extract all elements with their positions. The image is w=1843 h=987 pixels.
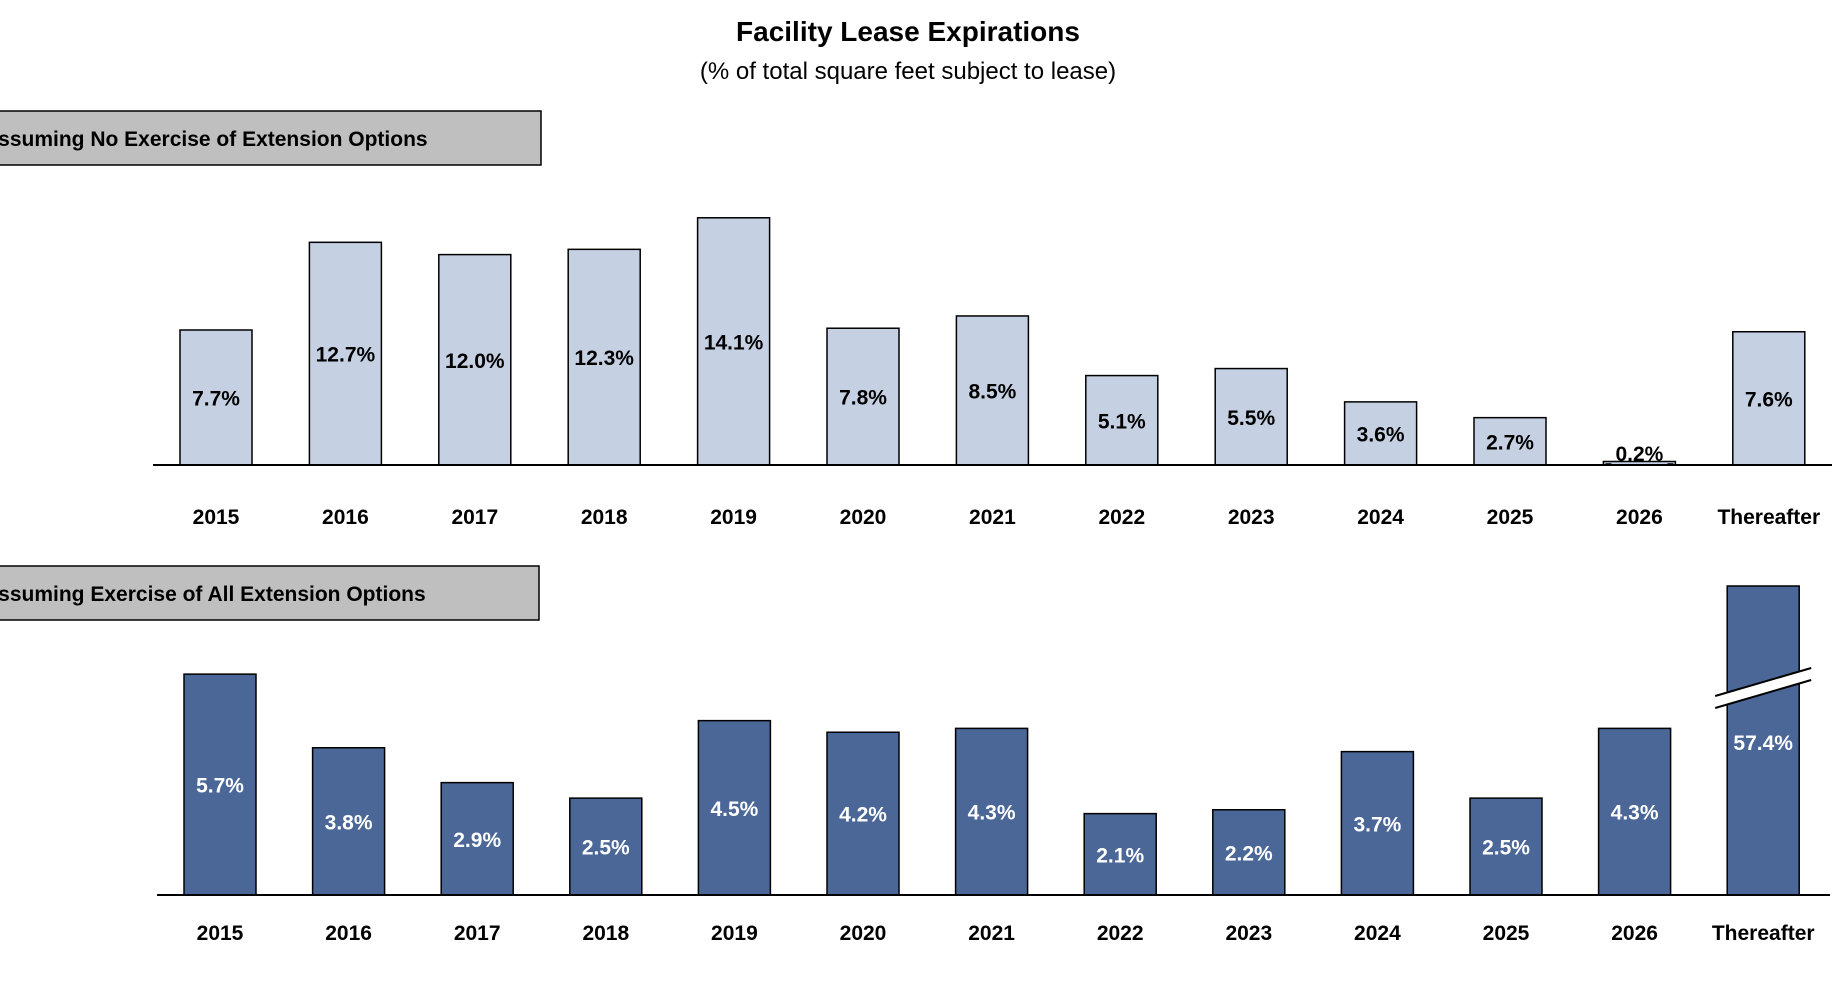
x-tick-2020: 2020 bbox=[840, 506, 887, 529]
data-label-thereafter: 57.4% bbox=[1733, 732, 1793, 755]
x-ticks-all-extension: 2015 2016 2017 2018 2019 2020 2021 2022 2023 2024… bbox=[197, 922, 1815, 945]
data-label-2021: 8.5% bbox=[968, 380, 1016, 403]
bar-2018 bbox=[567, 248, 641, 466]
bar-thereafter bbox=[1726, 585, 1800, 896]
bar-2020 bbox=[826, 327, 900, 466]
x-tick-2026: 2026 bbox=[1616, 506, 1663, 529]
bar-2015 bbox=[183, 673, 257, 896]
bar-2023 bbox=[1212, 809, 1286, 896]
x-tick-2022: 2022 bbox=[1098, 506, 1145, 529]
data-label-2015: 5.7% bbox=[196, 775, 244, 798]
panel-label-box-all-extension bbox=[0, 565, 540, 621]
x-tick-2021: 2021 bbox=[968, 922, 1015, 945]
panel-all-extension: Assuming Exercise of All Extension Optio… bbox=[0, 565, 1830, 945]
bar-2017 bbox=[440, 781, 514, 896]
x-tick-2016: 2016 bbox=[325, 922, 372, 945]
x-ticks-no-extension: 2015 2016 2017 2018 2019 2020 2021 2022 2023 2024… bbox=[193, 506, 1821, 529]
axis-break-line-upper bbox=[1714, 667, 1812, 697]
data-label-2018: 2.5% bbox=[582, 837, 630, 860]
data-label-2023: 5.5% bbox=[1227, 407, 1275, 430]
panel-label-box-no-extension bbox=[0, 110, 542, 166]
bar-2015 bbox=[179, 329, 253, 466]
bar-2026 bbox=[1597, 727, 1672, 896]
data-label-2016: 3.8% bbox=[325, 811, 373, 834]
data-label-2017: 2.9% bbox=[453, 829, 501, 852]
x-tick-2024: 2024 bbox=[1357, 506, 1404, 529]
x-tick-2015: 2015 bbox=[197, 922, 244, 945]
x-tick-2024: 2024 bbox=[1354, 922, 1401, 945]
data-label-2019: 14.1% bbox=[704, 331, 764, 354]
data-label-2025: 2.7% bbox=[1486, 431, 1534, 454]
x-tick-2015: 2015 bbox=[193, 506, 240, 529]
bar-2016 bbox=[311, 747, 386, 896]
bar-2023 bbox=[1214, 367, 1288, 466]
data-label-2019: 4.5% bbox=[710, 798, 758, 821]
bar-2021 bbox=[955, 315, 1030, 466]
bar-2024 bbox=[1340, 750, 1415, 896]
data-label-2020: 7.8% bbox=[839, 387, 887, 410]
data-label-2025: 2.5% bbox=[1482, 837, 1530, 860]
data-label-2021: 4.3% bbox=[968, 802, 1016, 825]
x-tick-2020: 2020 bbox=[840, 922, 887, 945]
x-tick-2019: 2019 bbox=[711, 922, 758, 945]
data-label-2017: 12.0% bbox=[445, 350, 505, 373]
x-tick-2023: 2023 bbox=[1228, 506, 1275, 529]
data-label-2016: 12.7% bbox=[316, 344, 376, 367]
axis-break-line-lower bbox=[1714, 679, 1812, 709]
bar-2022 bbox=[1083, 812, 1157, 896]
x-tick-2018: 2018 bbox=[582, 922, 629, 945]
bar-2018 bbox=[569, 797, 643, 896]
bar-2022 bbox=[1085, 374, 1159, 466]
x-tick-thereafter: Thereafter bbox=[1717, 506, 1820, 529]
panel-title-all-extension: Assuming Exercise of All Extension Optio… bbox=[0, 583, 426, 606]
data-label-2026: 4.3% bbox=[1611, 802, 1659, 825]
data-label-2023: 2.2% bbox=[1225, 842, 1273, 865]
bar-2019 bbox=[697, 719, 772, 896]
bar-2019 bbox=[696, 217, 771, 466]
panel-no-extension: Assuming No Exercise of Extension Option… bbox=[0, 110, 1832, 529]
x-tick-2017: 2017 bbox=[454, 922, 501, 945]
x-tick-2017: 2017 bbox=[451, 506, 498, 529]
data-label-2020: 4.2% bbox=[839, 804, 887, 827]
data-label-2024: 3.6% bbox=[1357, 423, 1405, 446]
bar-2020 bbox=[826, 731, 900, 896]
bar-thereafter bbox=[1732, 330, 1806, 466]
x-tick-2021: 2021 bbox=[969, 506, 1016, 529]
panel-title-no-extension: Assuming No Exercise of Extension Option… bbox=[0, 128, 428, 151]
data-label-thereafter: 7.6% bbox=[1745, 388, 1793, 411]
x-tick-2022: 2022 bbox=[1097, 922, 1144, 945]
data-label-2024: 3.7% bbox=[1353, 813, 1401, 836]
x-tick-2025: 2025 bbox=[1487, 506, 1534, 529]
data-label-2018: 12.3% bbox=[574, 347, 634, 370]
bars-no-extension: 7.7% 12.7% 12.0% 12.3% 14.1% 7.8% 8.5% 5.1% 5.5%… bbox=[179, 217, 1806, 466]
x-tick-thereafter: Thereafter bbox=[1712, 922, 1815, 945]
data-label-2022: 2.1% bbox=[1096, 844, 1144, 867]
x-tick-2023: 2023 bbox=[1225, 922, 1272, 945]
chart-title: Facility Lease Expirations bbox=[736, 16, 1080, 47]
x-tick-2019: 2019 bbox=[710, 506, 757, 529]
axis-break-mark bbox=[1715, 668, 1812, 708]
x-tick-2026: 2026 bbox=[1611, 922, 1658, 945]
x-tick-2025: 2025 bbox=[1483, 922, 1530, 945]
data-label-2015: 7.7% bbox=[192, 387, 240, 410]
bar-2017 bbox=[438, 253, 512, 466]
bars-all-extension: 5.7% 3.8% 2.9% 2.5% 4.5% 4.2% 4.3% 2.1% 2.2% 3.7%… bbox=[183, 585, 1812, 896]
x-tick-2016: 2016 bbox=[322, 506, 369, 529]
bar-2025 bbox=[1469, 797, 1543, 896]
x-tick-2018: 2018 bbox=[581, 506, 628, 529]
chart-subtitle: (% of total square feet subject to lease… bbox=[700, 58, 1116, 85]
bar-2024 bbox=[1343, 401, 1418, 466]
bar-2025 bbox=[1473, 416, 1547, 466]
data-label-2026: 0.2% bbox=[1615, 443, 1663, 466]
data-label-2022: 5.1% bbox=[1098, 410, 1146, 433]
